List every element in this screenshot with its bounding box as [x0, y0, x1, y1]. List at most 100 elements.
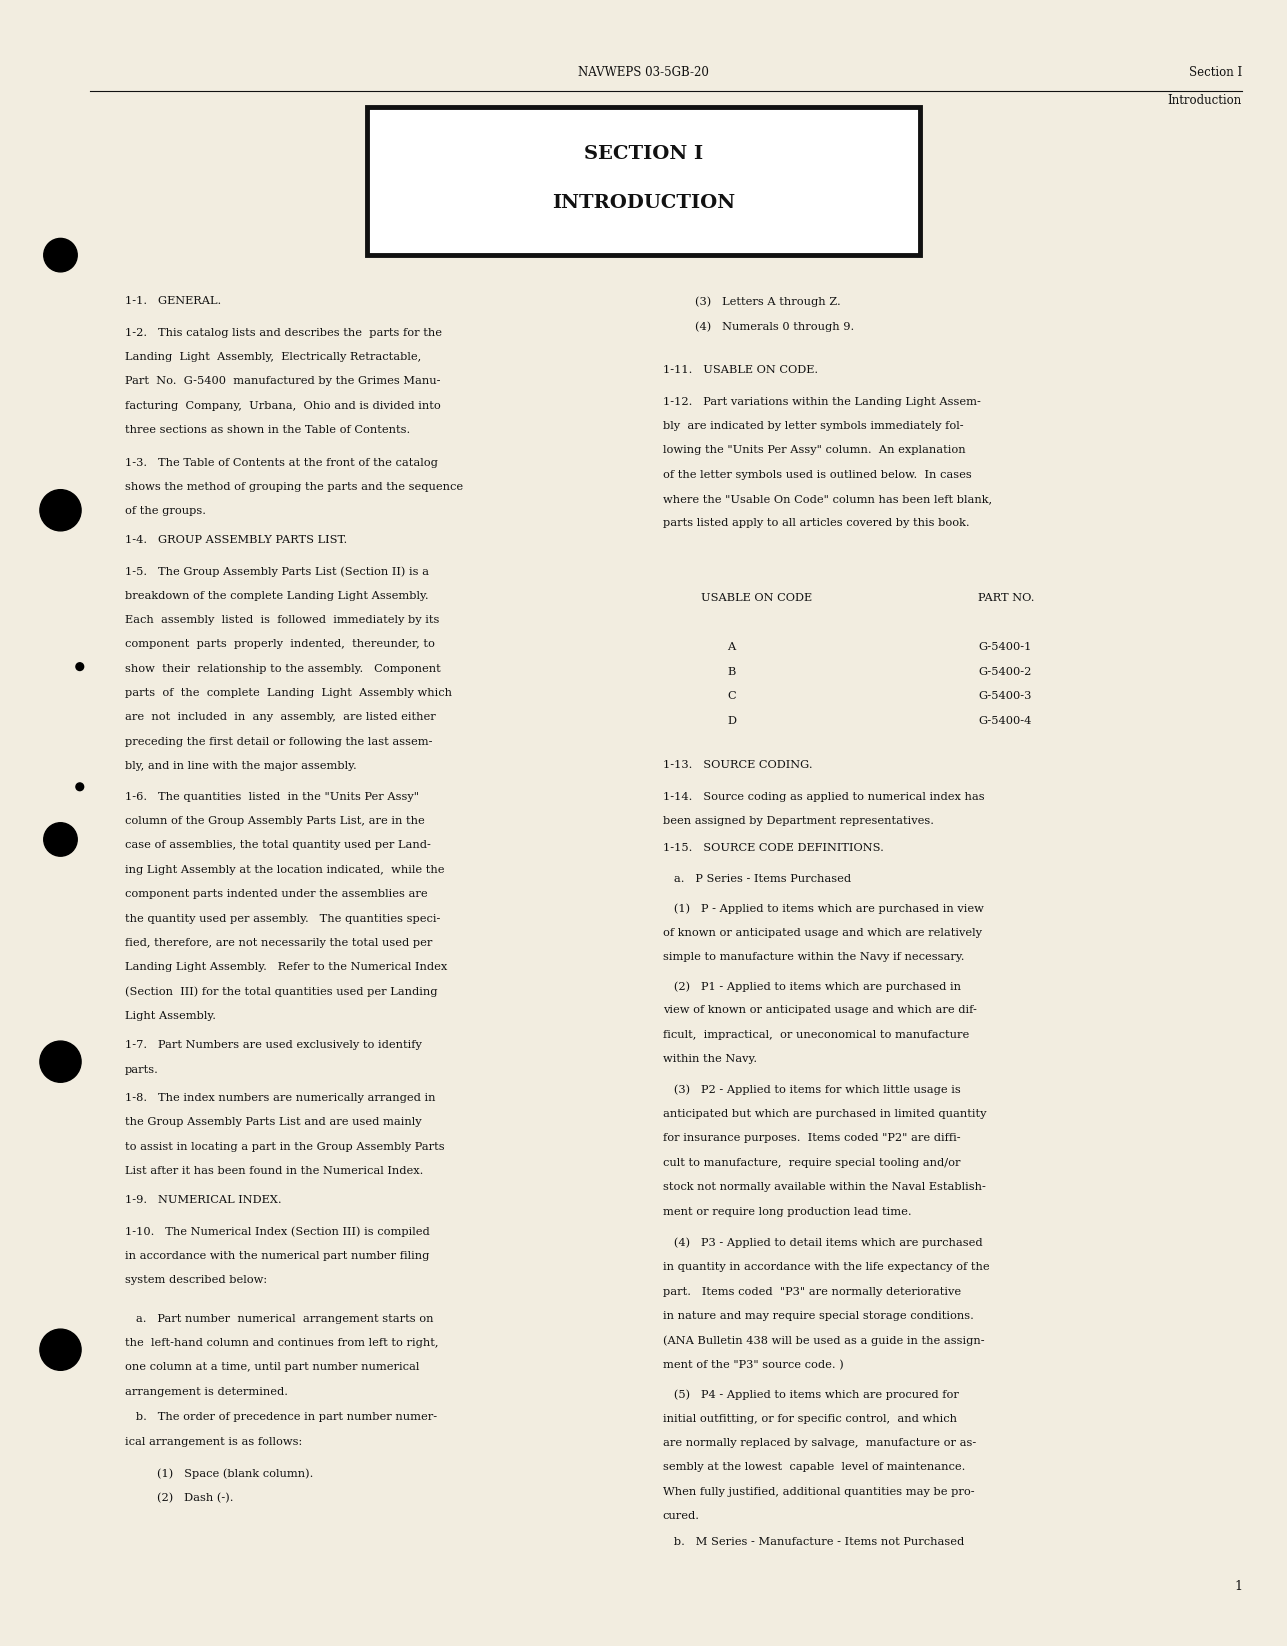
Text: the quantity used per assembly.   The quantities speci-: the quantity used per assembly. The quan…: [125, 914, 440, 923]
Text: Part  No.  G-5400  manufactured by the Grimes Manu-: Part No. G-5400 manufactured by the Grim…: [125, 377, 440, 387]
Text: 1-14.   Source coding as applied to numerical index has: 1-14. Source coding as applied to numeri…: [663, 792, 985, 802]
Text: anticipated but which are purchased in limited quantity: anticipated but which are purchased in l…: [663, 1109, 986, 1119]
Text: parts listed apply to all articles covered by this book.: parts listed apply to all articles cover…: [663, 518, 969, 528]
Ellipse shape: [76, 663, 84, 670]
Text: G-5400-2: G-5400-2: [978, 667, 1031, 677]
Text: a.   P Series - Items Purchased: a. P Series - Items Purchased: [663, 874, 851, 884]
Text: (1)   P - Applied to items which are purchased in view: (1) P - Applied to items which are purch…: [663, 904, 983, 914]
Text: 1-8.   The index numbers are numerically arranged in: 1-8. The index numbers are numerically a…: [125, 1093, 435, 1103]
Text: List after it has been found in the Numerical Index.: List after it has been found in the Nume…: [125, 1165, 423, 1175]
Text: G-5400-4: G-5400-4: [978, 716, 1031, 726]
Text: shows the method of grouping the parts and the sequence: shows the method of grouping the parts a…: [125, 482, 463, 492]
Text: (4)   P3 - Applied to detail items which are purchased: (4) P3 - Applied to detail items which a…: [663, 1238, 982, 1248]
Text: ment of the "P3" source code. ): ment of the "P3" source code. ): [663, 1360, 843, 1369]
Text: Introduction: Introduction: [1167, 94, 1242, 107]
Text: column of the Group Assembly Parts List, are in the: column of the Group Assembly Parts List,…: [125, 816, 425, 826]
Text: preceding the first detail or following the last assem-: preceding the first detail or following …: [125, 737, 432, 747]
Text: INTRODUCTION: INTRODUCTION: [552, 194, 735, 212]
Text: 1-4.   GROUP ASSEMBLY PARTS LIST.: 1-4. GROUP ASSEMBLY PARTS LIST.: [125, 535, 347, 545]
Text: stock not normally available within the Naval Establish-: stock not normally available within the …: [663, 1182, 986, 1192]
Text: sembly at the lowest  capable  level of maintenance.: sembly at the lowest capable level of ma…: [663, 1462, 965, 1472]
Text: 1-5.   The Group Assembly Parts List (Section II) is a: 1-5. The Group Assembly Parts List (Sect…: [125, 566, 429, 576]
Text: Section I: Section I: [1189, 66, 1242, 79]
Text: within the Navy.: within the Navy.: [663, 1053, 757, 1063]
Text: (1)   Space (blank column).: (1) Space (blank column).: [157, 1468, 314, 1478]
Text: facturing  Company,  Urbana,  Ohio and is divided into: facturing Company, Urbana, Ohio and is d…: [125, 400, 440, 410]
Text: (2)   P1 - Applied to items which are purchased in: (2) P1 - Applied to items which are purc…: [663, 981, 961, 991]
Text: NAVWEPS 03-5GB-20: NAVWEPS 03-5GB-20: [578, 66, 709, 79]
Text: arrangement is determined.: arrangement is determined.: [125, 1386, 288, 1396]
Ellipse shape: [76, 783, 84, 790]
Text: parts.: parts.: [125, 1065, 158, 1075]
Text: part.   Items coded  "P3" are normally deteriorative: part. Items coded "P3" are normally dete…: [663, 1287, 961, 1297]
Text: (2)   Dash (-).: (2) Dash (-).: [157, 1493, 233, 1503]
Text: fied, therefore, are not necessarily the total used per: fied, therefore, are not necessarily the…: [125, 938, 432, 948]
Text: 1-11.   USABLE ON CODE.: 1-11. USABLE ON CODE.: [663, 365, 819, 375]
Text: (3)   Letters A through Z.: (3) Letters A through Z.: [695, 296, 840, 306]
Text: the  left-hand column and continues from left to right,: the left-hand column and continues from …: [125, 1338, 439, 1348]
Text: (3)   P2 - Applied to items for which little usage is: (3) P2 - Applied to items for which litt…: [663, 1085, 960, 1095]
Text: ficult,  impractical,  or uneconomical to manufacture: ficult, impractical, or uneconomical to …: [663, 1030, 969, 1040]
Text: b.   M Series - Manufacture - Items not Purchased: b. M Series - Manufacture - Items not Pu…: [663, 1537, 964, 1547]
Text: view of known or anticipated usage and which are dif-: view of known or anticipated usage and w…: [663, 1006, 977, 1016]
Ellipse shape: [40, 1040, 81, 1083]
FancyBboxPatch shape: [367, 107, 920, 255]
Text: three sections as shown in the Table of Contents.: three sections as shown in the Table of …: [125, 425, 411, 435]
Text: 1: 1: [1234, 1580, 1242, 1593]
Text: (4)   Numerals 0 through 9.: (4) Numerals 0 through 9.: [695, 321, 855, 331]
Text: 1-1.   GENERAL.: 1-1. GENERAL.: [125, 296, 221, 306]
Text: D: D: [727, 716, 736, 726]
Text: of the groups.: of the groups.: [125, 507, 206, 517]
Text: When fully justified, additional quantities may be pro-: When fully justified, additional quantit…: [663, 1486, 974, 1496]
Text: Each  assembly  listed  is  followed  immediately by its: Each assembly listed is followed immedia…: [125, 616, 439, 625]
Text: are  not  included  in  any  assembly,  are listed either: are not included in any assembly, are li…: [125, 713, 435, 723]
Text: 1-13.   SOURCE CODING.: 1-13. SOURCE CODING.: [663, 760, 812, 770]
Text: G-5400-3: G-5400-3: [978, 691, 1031, 701]
Text: where the "Usable On Code" column has been left blank,: where the "Usable On Code" column has be…: [663, 494, 992, 504]
Text: cult to manufacture,  require special tooling and/or: cult to manufacture, require special too…: [663, 1157, 960, 1167]
Text: USABLE ON CODE: USABLE ON CODE: [701, 593, 812, 602]
Text: ment or require long production lead time.: ment or require long production lead tim…: [663, 1207, 911, 1216]
Text: parts  of  the  complete  Landing  Light  Assembly which: parts of the complete Landing Light Asse…: [125, 688, 452, 698]
Text: 1-15.   SOURCE CODE DEFINITIONS.: 1-15. SOURCE CODE DEFINITIONS.: [663, 843, 884, 853]
Text: 1-7.   Part Numbers are used exclusively to identify: 1-7. Part Numbers are used exclusively t…: [125, 1040, 422, 1050]
Text: the Group Assembly Parts List and are used mainly: the Group Assembly Parts List and are us…: [125, 1118, 421, 1128]
Text: ing Light Assembly at the location indicated,  while the: ing Light Assembly at the location indic…: [125, 864, 444, 874]
Text: case of assemblies, the total quantity used per Land-: case of assemblies, the total quantity u…: [125, 841, 431, 851]
Text: 1-6.   The quantities  listed  in the "Units Per Assy": 1-6. The quantities listed in the "Units…: [125, 792, 418, 802]
Text: simple to manufacture within the Navy if necessary.: simple to manufacture within the Navy if…: [663, 953, 964, 963]
Text: 1-10.   The Numerical Index (Section III) is compiled: 1-10. The Numerical Index (Section III) …: [125, 1226, 430, 1236]
Text: been assigned by Department representatives.: been assigned by Department representati…: [663, 816, 934, 826]
Text: lowing the "Units Per Assy" column.  An explanation: lowing the "Units Per Assy" column. An e…: [663, 446, 965, 456]
Text: bly, and in line with the major assembly.: bly, and in line with the major assembly…: [125, 760, 356, 770]
Ellipse shape: [44, 239, 77, 272]
Text: (5)   P4 - Applied to items which are procured for: (5) P4 - Applied to items which are proc…: [663, 1389, 959, 1399]
Text: C: C: [727, 691, 736, 701]
Text: G-5400-1: G-5400-1: [978, 642, 1031, 652]
Text: breakdown of the complete Landing Light Assembly.: breakdown of the complete Landing Light …: [125, 591, 429, 601]
Text: 1-12.   Part variations within the Landing Light Assem-: 1-12. Part variations within the Landing…: [663, 397, 981, 407]
Text: one column at a time, until part number numerical: one column at a time, until part number …: [125, 1363, 420, 1373]
Text: B: B: [727, 667, 736, 677]
Text: initial outfitting, or for specific control,  and which: initial outfitting, or for specific cont…: [663, 1414, 956, 1424]
Ellipse shape: [40, 489, 81, 532]
Text: 1-9.   NUMERICAL INDEX.: 1-9. NUMERICAL INDEX.: [125, 1195, 282, 1205]
Text: component  parts  properly  indented,  thereunder, to: component parts properly indented, there…: [125, 639, 435, 649]
Text: for insurance purposes.  Items coded "P2" are diffi-: for insurance purposes. Items coded "P2"…: [663, 1134, 960, 1144]
Text: of the letter symbols used is outlined below.  In cases: of the letter symbols used is outlined b…: [663, 469, 972, 479]
Text: in quantity in accordance with the life expectancy of the: in quantity in accordance with the life …: [663, 1262, 990, 1272]
Text: component parts indented under the assemblies are: component parts indented under the assem…: [125, 889, 427, 899]
Text: are normally replaced by salvage,  manufacture or as-: are normally replaced by salvage, manufa…: [663, 1439, 976, 1448]
Text: 1-2.   This catalog lists and describes the  parts for the: 1-2. This catalog lists and describes th…: [125, 328, 441, 337]
Text: PART NO.: PART NO.: [978, 593, 1035, 602]
Text: of known or anticipated usage and which are relatively: of known or anticipated usage and which …: [663, 928, 982, 938]
Text: ical arrangement is as follows:: ical arrangement is as follows:: [125, 1437, 302, 1447]
Text: system described below:: system described below:: [125, 1276, 266, 1286]
Text: (ANA Bulletin 438 will be used as a guide in the assign-: (ANA Bulletin 438 will be used as a guid…: [663, 1335, 985, 1346]
Text: 1-3.   The Table of Contents at the front of the catalog: 1-3. The Table of Contents at the front …: [125, 458, 438, 467]
Text: in nature and may require special storage conditions.: in nature and may require special storag…: [663, 1310, 974, 1320]
Text: Landing Light Assembly.   Refer to the Numerical Index: Landing Light Assembly. Refer to the Num…: [125, 963, 447, 973]
Text: (Section  III) for the total quantities used per Landing: (Section III) for the total quantities u…: [125, 986, 438, 997]
Text: bly  are indicated by letter symbols immediately fol-: bly are indicated by letter symbols imme…: [663, 421, 964, 431]
Text: b.   The order of precedence in part number numer-: b. The order of precedence in part numbe…: [125, 1412, 438, 1422]
